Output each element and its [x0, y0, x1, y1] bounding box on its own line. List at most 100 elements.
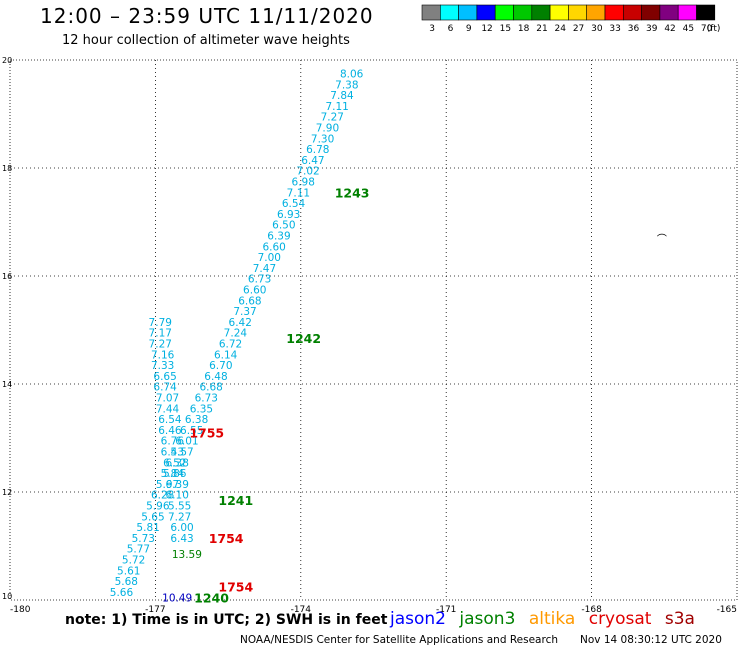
wave-height-point: 6.65	[153, 371, 176, 383]
wave-height-point: 7.79	[149, 317, 172, 329]
wave-height-point: 6.76	[161, 436, 185, 448]
wave-height-point: 6.43	[170, 533, 193, 545]
wave-height-point: 6.50	[272, 220, 295, 232]
satellite-s3a: s3a	[664, 609, 695, 629]
wave-height-point: 6.28	[151, 490, 174, 502]
wave-height-point: 7.27	[149, 339, 172, 351]
legend-label: 21	[536, 24, 547, 34]
wave-height-point: 6.73	[195, 393, 218, 405]
wave-height-point: 10.49	[162, 592, 192, 604]
page-subtitle: 12 hour collection of altimeter wave hei…	[62, 33, 350, 48]
wave-height-point: 6.70	[209, 360, 232, 372]
satellite-altika: altika	[528, 609, 576, 629]
wave-height-point: 5.77	[127, 544, 150, 556]
wave-height-point: 5.96	[146, 501, 170, 513]
wave-height-point: 7.33	[151, 360, 174, 372]
wave-height-point: 5.72	[122, 555, 145, 567]
wave-height-point: 13.59	[172, 549, 202, 561]
wave-height-point: 6.39	[267, 231, 290, 243]
wave-height-point: 7.37	[233, 306, 256, 318]
satellite-key: jason2 jason3 altika cryosat s3a	[390, 609, 703, 629]
map-frame	[9, 59, 738, 601]
legend-label: 3	[429, 24, 435, 34]
wave-height-point: 5.81	[136, 522, 159, 534]
legend-label: 12	[481, 24, 492, 34]
wave-height-point: 7.07	[156, 393, 179, 405]
wave-height-point: 6.38	[185, 414, 208, 426]
wave-height-point: 7.24	[224, 328, 248, 340]
page-title: 12:00 – 23:59 UTC 11/11/2020	[40, 4, 374, 28]
wave-height-point: 6.73	[248, 274, 271, 286]
wave-height-point: 5.84	[161, 468, 185, 480]
wave-height-point: 6.01	[175, 436, 198, 448]
legend-label: 45	[683, 24, 694, 34]
wave-height-point: 7.47	[253, 263, 276, 275]
legend-label: 39	[646, 24, 658, 34]
pass-time-label: 1241	[218, 493, 253, 508]
wave-height-point: 7.30	[311, 133, 334, 145]
wave-height-point: 5.68	[115, 576, 138, 588]
wave-height-point: 5.65	[141, 511, 164, 523]
lon-tick-label: -180	[10, 605, 31, 615]
wave-height-point: 6.47	[301, 155, 324, 167]
legend-label: 15	[500, 24, 511, 34]
pass-time-label: 1754	[218, 580, 253, 595]
wave-height-point: 7.00	[258, 252, 281, 264]
legend-label: 6	[448, 24, 454, 34]
wave-height-point: 5.97	[156, 479, 179, 491]
wave-height-point: 7.27	[321, 112, 344, 124]
legend-label: 30	[591, 24, 603, 34]
legend-label: 27	[573, 24, 584, 34]
pass-time-label: 1242	[286, 331, 321, 346]
pass-time-label: 1243	[335, 185, 370, 200]
wave-height-point: 5.86	[163, 468, 187, 480]
footnote: note: 1) Time is in UTC; 2) SWH is in fe…	[65, 612, 388, 628]
wave-height-point: 5.66	[110, 587, 134, 599]
wave-height-point: 8.06	[340, 69, 364, 81]
lon-tick-label: -174	[291, 605, 312, 615]
wave-height-point: 6.55	[180, 425, 203, 437]
satellite-jason3: jason3	[459, 609, 516, 629]
wave-height-point: 7.84	[330, 90, 354, 102]
legend-unit: (ft)	[707, 24, 721, 34]
wave-height-point: 6.46	[158, 425, 182, 437]
pass-time-label: 1754	[209, 531, 244, 546]
wave-height-point: 7.02	[296, 166, 319, 178]
wave-height-point: 6.48	[204, 371, 227, 383]
lon-tick-label: -177	[145, 605, 165, 615]
legend-label: 9	[466, 24, 472, 34]
wave-height-point: 6.52	[163, 457, 186, 469]
wave-height-point: 6.78	[306, 144, 329, 156]
lat-tick-label: 10	[2, 592, 12, 601]
wave-height-point: 6.98	[292, 177, 315, 189]
wave-height-point: 6.14	[214, 349, 238, 361]
lat-tick-label: 16	[2, 272, 12, 281]
pass-time-label: 1240	[194, 590, 229, 605]
lon-tick-label: -165	[717, 605, 737, 615]
wave-height-point: 5.61	[117, 565, 140, 577]
lon-tick-label: -171	[436, 605, 456, 615]
wave-height-point: 6.60	[243, 285, 266, 297]
wave-height-point: 6.74	[153, 382, 177, 394]
wave-height-point: 6.35	[190, 403, 213, 415]
wave-height-point: 7.17	[149, 328, 172, 340]
legend-label: 18	[518, 24, 530, 34]
wave-height-point: 6.10	[166, 490, 189, 502]
satellite-jason2: jason2	[390, 609, 446, 629]
legend-label: 24	[555, 24, 567, 34]
wave-height-point: 6.38	[166, 457, 189, 469]
credit-text: NOAA/NESDIS Center for Satellite Applica…	[240, 634, 558, 646]
wave-height-point: 7.38	[335, 79, 358, 91]
wave-height-point: 7.27	[168, 511, 191, 523]
wave-height-point: 6.72	[219, 339, 242, 351]
wave-height-point: 6.00	[170, 522, 193, 534]
wave-height-point: 7.16	[151, 349, 175, 361]
satellite-cryosat: cryosat	[588, 609, 652, 629]
timestamp-text: Nov 14 08:30:12 UTC 2020	[580, 634, 722, 646]
wave-height-point: 6.68	[238, 295, 261, 307]
wave-height-point: 5.73	[132, 533, 155, 545]
wave-height-point: 7.90	[316, 123, 339, 135]
wave-height-point: 6.42	[229, 317, 252, 329]
wave-height-point: 6.43	[161, 447, 184, 459]
